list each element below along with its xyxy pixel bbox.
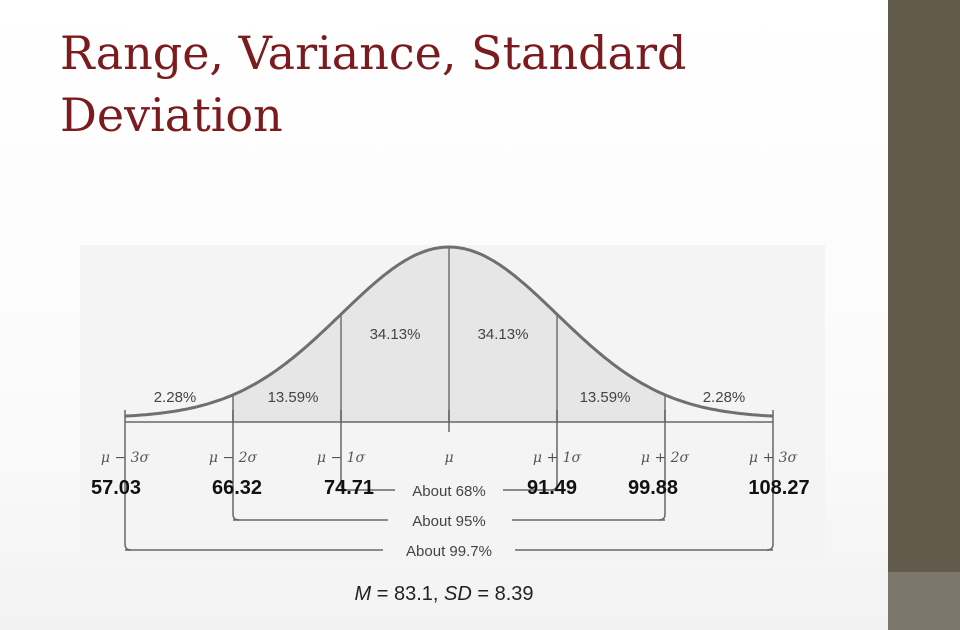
value-label-minus1: 74.71 [324,477,374,499]
value-labels: 57.03 66.32 74.71 91.49 99.88 108.27 [91,477,810,499]
range-label-997: About 99.7% [406,543,492,560]
segment-percent-labels: 2.28% 13.59% 34.13% 34.13% 13.59% 2.28% [154,326,746,406]
bracket-95-left-end [232,432,240,521]
bell-curve [124,245,774,418]
bracket-68-right-end [550,432,558,491]
value-label-minus3: 57.03 [91,477,141,499]
range-labels: About 68% About 95% About 99.7% [406,483,492,560]
sigma-label-mean: μ [444,450,453,466]
mean-value: = 83.1, [371,583,444,605]
percent-label-2: 13.59% [268,389,319,406]
mean-symbol: M [354,583,372,605]
bracket-997-left-end [124,432,132,551]
percent-label-4: 34.13% [478,326,529,343]
side-accent-bar-bottom [888,572,960,630]
percent-label-5: 13.59% [580,389,631,406]
value-label-plus3: 108.27 [748,477,809,499]
percent-label-6: 2.28% [703,389,746,406]
slide-title: Range, Variance, Standard Deviation [60,22,860,146]
bracket-95-right-end [658,432,666,521]
value-label-plus1: 91.49 [527,477,577,499]
range-label-95: About 95% [412,513,485,530]
range-label-68: About 68% [412,483,485,500]
slide-title-line1: Range, Variance, Standard [60,26,687,80]
percent-label-3: 34.13% [370,326,421,343]
side-accent-bar [888,0,960,572]
percent-label-1: 2.28% [154,389,197,406]
range-brackets [124,432,774,551]
normal-distribution-diagram: 2.28% 13.59% 34.13% 34.13% 13.59% 2.28% … [80,245,825,563]
sd-value: = 8.39 [471,583,534,605]
bracket-68-left-end [340,432,348,491]
bracket-997-right-end [766,432,774,551]
value-label-plus2: 99.88 [628,477,678,499]
axis-ticks [124,410,774,432]
slide-title-line2: Deviation [60,88,283,142]
sd-symbol: SD [444,583,472,605]
value-label-minus2: 66.32 [212,477,262,499]
summary-caption: M = 83.1, SD = 8.39 [0,583,888,606]
